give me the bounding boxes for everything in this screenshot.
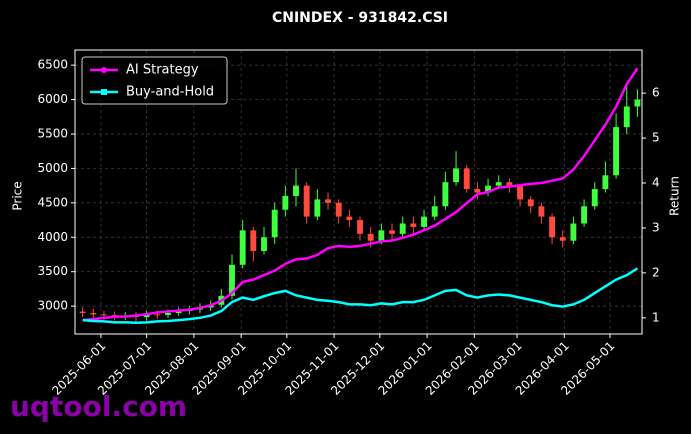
y-tick-label: 4000 bbox=[37, 230, 68, 244]
y-axis-label: Price bbox=[11, 181, 25, 210]
y2-tick-label: 6 bbox=[652, 86, 660, 100]
candle-body bbox=[282, 195, 289, 210]
y2-tick-label: 4 bbox=[652, 176, 660, 190]
legend-marker bbox=[101, 67, 107, 73]
candle-body bbox=[303, 185, 310, 217]
y2-tick-label: 3 bbox=[652, 220, 660, 234]
candle-body bbox=[250, 230, 257, 252]
candle-body bbox=[175, 310, 182, 314]
candle-body bbox=[79, 311, 86, 314]
candle-body bbox=[399, 223, 406, 234]
candle-body bbox=[293, 185, 299, 196]
y-tick-label: 3500 bbox=[37, 264, 68, 278]
candle-body bbox=[602, 175, 609, 190]
candle-body bbox=[421, 216, 427, 227]
candle-body bbox=[239, 230, 246, 265]
candle-body bbox=[229, 264, 235, 296]
candle-body bbox=[410, 223, 417, 227]
candle-body bbox=[346, 216, 353, 221]
candle-body bbox=[431, 206, 438, 217]
candle-body bbox=[367, 233, 374, 241]
watermark: uqtool.com bbox=[10, 390, 187, 423]
legend-label: AI Strategy bbox=[126, 63, 199, 78]
y2-axis-label: Return bbox=[668, 176, 682, 216]
candle-body bbox=[271, 209, 278, 238]
candle-body bbox=[389, 230, 395, 234]
candle-body bbox=[90, 313, 97, 315]
legend-box bbox=[81, 56, 228, 105]
legend-marker bbox=[101, 89, 107, 95]
candle-body bbox=[101, 314, 107, 316]
candle-body bbox=[527, 199, 534, 207]
line-series bbox=[82, 267, 639, 325]
candle-body bbox=[506, 182, 513, 186]
candle-body bbox=[154, 314, 161, 316]
candle-body bbox=[325, 199, 331, 203]
y-tick-label: 5500 bbox=[37, 126, 68, 140]
plot-frame bbox=[74, 49, 643, 335]
candle-body bbox=[143, 314, 150, 318]
legend-label: Buy-and-Hold bbox=[126, 85, 214, 100]
candle-body bbox=[517, 185, 523, 200]
candle-body bbox=[378, 230, 385, 241]
candle-body bbox=[570, 223, 577, 241]
candle-body bbox=[474, 189, 481, 193]
y-tick-label: 6500 bbox=[37, 58, 68, 72]
y-tick-label: 6000 bbox=[37, 92, 68, 106]
candle-body bbox=[463, 168, 470, 190]
y2-tick-label: 2 bbox=[652, 265, 660, 279]
line-series bbox=[82, 67, 639, 322]
candle-body bbox=[314, 199, 321, 217]
candle-body bbox=[442, 182, 449, 207]
candle-body bbox=[613, 127, 620, 176]
candle-body bbox=[485, 185, 491, 193]
candle-body bbox=[261, 237, 267, 252]
candle-body bbox=[549, 216, 556, 238]
candle-body bbox=[495, 182, 502, 186]
candle-body bbox=[335, 202, 342, 217]
chart-title: CNINDEX - 931842.CSI bbox=[272, 10, 448, 26]
y-tick-label: 4500 bbox=[37, 195, 68, 209]
candle-body bbox=[581, 206, 588, 224]
candle-body bbox=[357, 220, 363, 234]
y-tick-label: 5000 bbox=[37, 161, 68, 175]
candle-body bbox=[559, 237, 566, 241]
candle-body bbox=[634, 99, 641, 107]
candle-body bbox=[538, 206, 545, 217]
candle-body bbox=[453, 168, 459, 183]
candle-body bbox=[623, 106, 630, 128]
y-tick-label: 3000 bbox=[37, 299, 68, 313]
y2-tick-label: 5 bbox=[652, 131, 660, 145]
candle-body bbox=[165, 313, 171, 316]
y2-tick-label: 1 bbox=[652, 310, 660, 324]
candle-body bbox=[591, 189, 598, 207]
